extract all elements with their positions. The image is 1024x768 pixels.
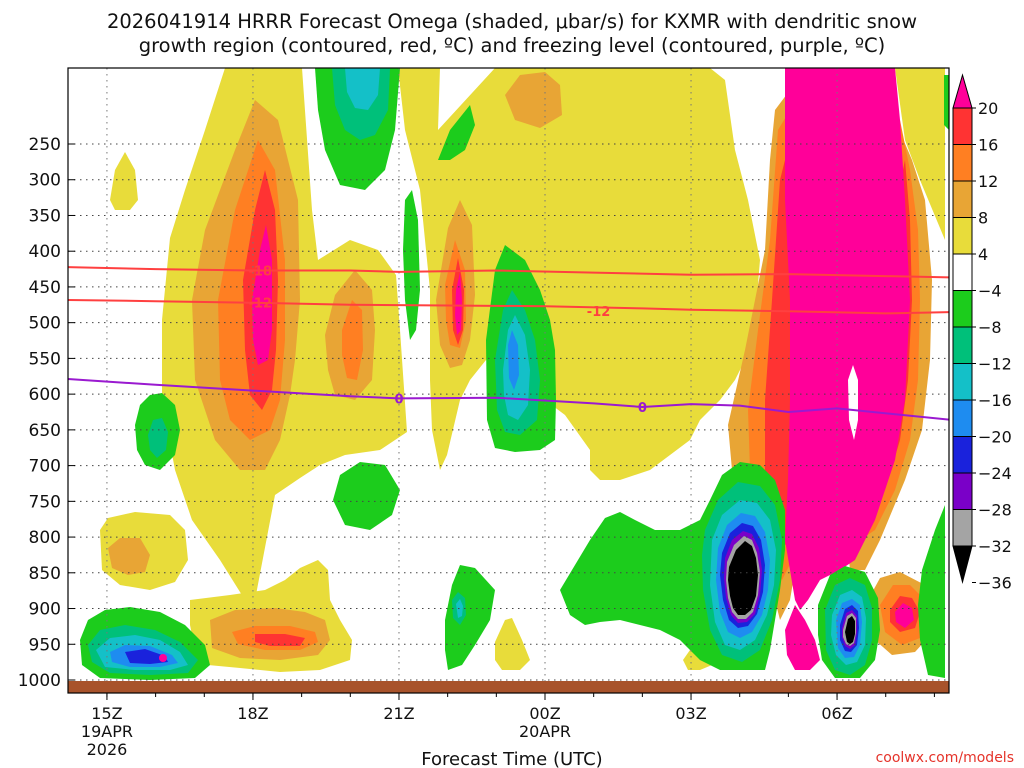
colorbar-swatch [952,144,973,182]
omega-band-under-32 [728,541,855,644]
contour-lines [68,266,949,421]
y-tick-label: 600 [29,385,61,405]
y-axis: 250 300 350 400 450 500 550 600 650 700 750 800 850 9… [18,135,75,691]
x-tick-label: 21Z [383,704,414,723]
colorbar-label: 12 [978,172,998,191]
colorbar-label: −8 [978,318,1002,337]
contour-dgz_m18 [68,266,949,279]
y-tick-label: 850 [29,564,61,584]
colorbar-label: 8 [978,209,988,228]
x-tick-label: 18Z [237,704,268,723]
y-tick-label: 300 [29,171,61,191]
omega-band-over-20 [158,68,914,670]
colorbar-label: 20 [978,99,998,118]
omega-spot [159,654,167,662]
y-tick-label: 550 [29,349,61,369]
colorbar-swatch [952,107,973,145]
y-tick-label: 950 [29,635,61,655]
contour-dgz_m12 [68,298,949,315]
colorbar-label: −24 [978,464,1012,483]
colorbar-label: 4 [978,245,988,264]
chart-title-line-2: growth region (contoured, red, ºC) and f… [139,34,886,57]
colorbar-swatch [952,436,973,474]
colorbar-label: −32 [978,537,1012,556]
y-tick-label: 450 [29,278,61,298]
y-tick-label: 1000 [18,671,61,691]
colorbar-label: −20 [978,428,1012,447]
chart-title-line-1: 2026041914 HRRR Forecast Omega (shaded, … [107,10,917,33]
plot-frame [67,67,950,694]
x-tick-label: 00Z [529,704,560,723]
x-tick-label: 06Z [821,704,852,723]
colorbar-label: −36 [978,574,1012,593]
contour-freezing_0 [68,378,949,421]
contour-label-dgz_m12: -12 [249,297,273,312]
x-tick-label: 20APR [519,722,571,741]
contour-label-dgz_m18: -18 [249,264,273,279]
colorbar-label: −28 [978,501,1012,520]
colorbar-label: −16 [978,391,1012,410]
omega-gap [848,365,858,440]
y-tick-label: 800 [29,528,61,548]
contour-label-freezing_0: 0 [394,392,403,407]
colorbar-label: 16 [978,136,998,155]
x-tick-label: 19APR [81,722,133,741]
y-tick-label: 650 [29,421,61,441]
gridlines [68,68,949,693]
y-tick-label: 900 [29,600,61,620]
y-tick-label: 750 [29,492,61,512]
colorbar-bottom-arrow [952,545,973,584]
colorbar-swatch [952,472,973,510]
colorbar-swatch [952,180,973,218]
x-tick-label: 15Z [91,704,122,723]
y-tick-label: 500 [29,314,61,334]
x-tick-label: 03Z [675,704,706,723]
contour-label-dgz_m12: -12 [587,305,611,320]
contour-label-freezing_0: 0 [638,401,647,416]
colorbar-swatch [952,399,973,437]
y-tick-label: 350 [29,206,61,226]
contour-labels: -18 -12 -12 0 0 [249,264,647,416]
x-axis-label: Forecast Time (UTC) [421,749,602,768]
y-tick-label: 250 [29,135,61,155]
credit-text: coolwx.com/models [876,750,1014,766]
surface-terrain-bar [68,681,949,693]
y-tick-label: 400 [29,242,61,262]
colorbar-swatch [952,217,973,255]
colorbar: 20 16 12 8 4 −4 −8 −12 −16 −20 −24 −28 −32 −36 [952,73,1012,593]
colorbar-swatch [952,253,973,291]
colorbar-swatch [952,363,973,401]
colorbar-label: −12 [978,355,1012,374]
colorbar-swatch [952,326,973,364]
omega-shading [80,68,949,680]
colorbar-swatch [952,509,973,547]
x-tick-label: 2026 [87,740,128,759]
y-tick-label: 700 [29,457,61,477]
colorbar-top-arrow [952,73,973,109]
colorbar-swatch [952,290,973,328]
colorbar-label: −4 [978,282,1002,301]
